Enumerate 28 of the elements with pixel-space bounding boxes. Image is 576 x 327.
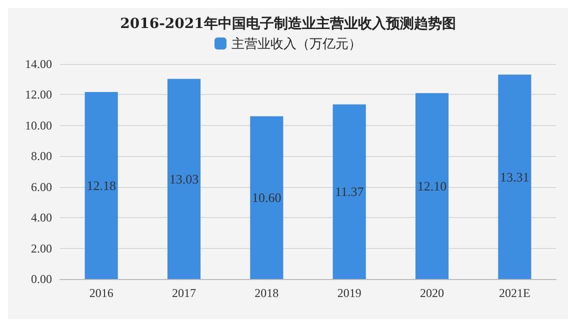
y-tick-label: 4.00	[31, 210, 52, 225]
text: 12.18	[86, 178, 116, 193]
text: 10.60	[252, 190, 282, 206]
x-tick-label: 2018	[254, 286, 279, 300]
x-tick-label: 2021E	[498, 286, 530, 300]
x-tick-label: 2020	[420, 286, 444, 300]
y-tick-label: 10.00	[25, 118, 52, 132]
text: 13.31	[500, 169, 530, 184]
text: 11.37	[334, 184, 364, 200]
y-tick-label: 14.00	[25, 57, 52, 71]
x-tick-label: 2016	[89, 286, 114, 300]
text: 13.03	[169, 171, 199, 186]
y-tick-label: 8.00	[31, 149, 52, 164]
y-tick-label: 12.00	[25, 88, 52, 102]
bar	[250, 116, 284, 279]
bar	[84, 92, 118, 279]
x-tick-label: 2017	[172, 286, 196, 300]
y-tick-label: 6.00	[31, 180, 52, 194]
bar	[167, 78, 201, 279]
text: 12.10	[417, 178, 447, 194]
chart-title: 2016-2021年中国电子制造业主营业收入预测趋势图	[120, 15, 456, 32]
bar	[332, 104, 366, 279]
legend-label: 主营业收入（万亿元）	[232, 36, 362, 51]
y-tick-label: 2.00	[31, 241, 52, 256]
x-tick-label: 2019	[337, 286, 362, 300]
y-tick-label: 0.00	[31, 272, 52, 286]
bar	[498, 74, 532, 279]
bar	[415, 93, 449, 279]
